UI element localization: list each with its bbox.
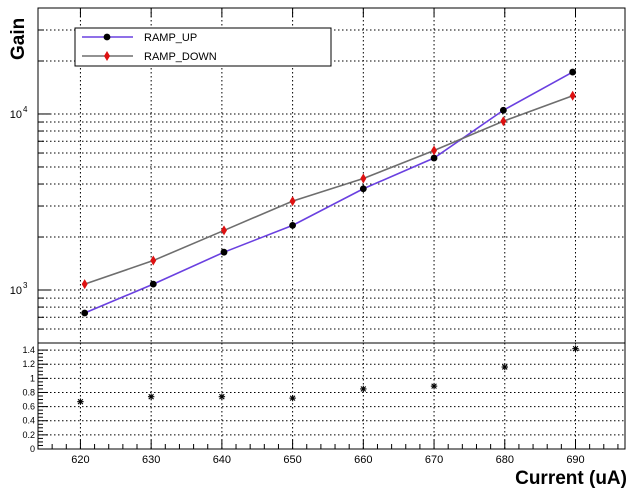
series-layer — [81, 68, 577, 317]
data-point-ramp-down — [360, 173, 367, 184]
legend-label-ramp-up: RAMP_UP — [144, 32, 197, 44]
ratio-point — [218, 393, 226, 400]
bottom-y-tick-label: 1.2 — [22, 359, 35, 369]
bottom-y-tick-label: 0.2 — [22, 430, 35, 440]
data-point-ramp-up — [149, 280, 157, 288]
bottom-grid — [38, 343, 625, 449]
ratio-point — [147, 393, 155, 400]
legend-marker-ramp-down — [104, 51, 110, 61]
x-tick-label: 650 — [283, 454, 301, 466]
data-point-ramp-down — [569, 90, 576, 101]
ratio-point — [501, 363, 508, 371]
bottom-y-tick-label: 0.6 — [22, 402, 35, 412]
legend-entry-ramp-down: RAMP_DOWN — [82, 51, 217, 63]
top-y-tick-exponent: 3 — [23, 281, 28, 290]
bottom-y-tick-label: 0 — [30, 444, 35, 454]
data-point-ramp-down — [221, 225, 228, 236]
data-point-ramp-down — [431, 145, 438, 156]
top-y-tick-label: 10 — [10, 285, 22, 297]
ratio-point — [77, 398, 84, 405]
bottom-y-tick-label: 1.4 — [22, 345, 35, 355]
ratio-point-stroke — [501, 364, 508, 370]
x-tick-label: 680 — [496, 454, 514, 466]
ratio-point-stroke — [431, 383, 437, 389]
x-tick-label: 640 — [213, 454, 231, 466]
bottom-y-tick-label: 0.8 — [22, 387, 35, 397]
data-point-ramp-up — [569, 68, 577, 76]
legend-label-ramp-down: RAMP_DOWN — [144, 51, 217, 63]
ratio-point-stroke — [148, 393, 154, 400]
x-tick-label: 660 — [354, 454, 372, 466]
data-point-ramp-up — [359, 185, 367, 193]
ratio-point — [360, 385, 367, 393]
data-point-ramp-down — [289, 196, 296, 207]
data-point-ramp-up — [430, 154, 438, 162]
x-tick-label: 630 — [142, 454, 160, 466]
ratio-point — [430, 382, 438, 390]
data-point-ramp-down — [150, 255, 157, 266]
series-line-ramp-up — [84, 71, 574, 314]
y-axis-title: Gain — [8, 18, 29, 60]
legend-marker-ramp-up — [103, 33, 111, 41]
x-tick-label: 620 — [71, 454, 89, 466]
ratio-point — [572, 345, 579, 352]
bottom-plot-frame — [37, 342, 626, 450]
data-point-ramp-down — [81, 279, 88, 290]
x-axis-title: Current (uA) — [515, 468, 627, 489]
legend-box — [74, 27, 332, 67]
ratio-point-stroke — [219, 393, 225, 400]
data-point-ramp-up — [499, 106, 507, 114]
series-line-ramp-down — [84, 94, 573, 285]
ratio-point-stroke — [360, 386, 367, 392]
top-y-tick-exponent: 4 — [23, 105, 28, 114]
data-point-ramp-up — [220, 248, 228, 256]
legend: RAMP_UP RAMP_DOWN — [74, 27, 332, 67]
ratio-point — [289, 394, 296, 402]
bottom-y-tick-label: 1 — [30, 373, 35, 383]
data-point-ramp-down — [500, 116, 507, 127]
ratio-point-stroke — [572, 345, 579, 352]
x-tick-label: 670 — [425, 454, 443, 466]
data-point-ramp-up — [289, 221, 297, 229]
top-y-tick-label: 10 — [10, 109, 22, 121]
bottom-y-tick-label: 0.4 — [22, 416, 35, 426]
ratio-point-stroke — [77, 398, 84, 405]
ratio-point-stroke — [289, 395, 296, 401]
x-tick-label: 690 — [566, 454, 584, 466]
ratio-layer — [77, 345, 579, 405]
data-point-ramp-up — [81, 309, 89, 317]
legend-entry-ramp-up: RAMP_UP — [82, 32, 197, 44]
